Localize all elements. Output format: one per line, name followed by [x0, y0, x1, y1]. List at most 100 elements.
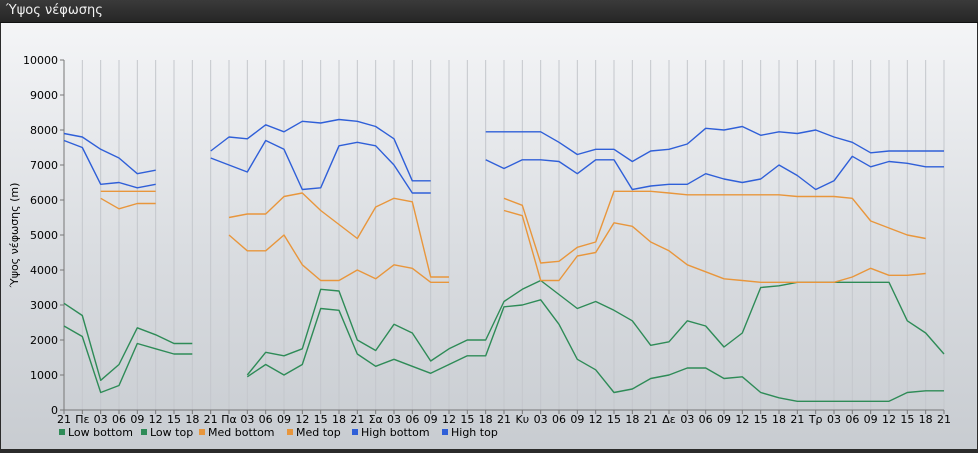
- series-line: [228, 192, 449, 278]
- x-tick-label: 15: [754, 413, 768, 426]
- y-tick-label: 5000: [30, 229, 58, 242]
- x-tick-label: 09: [130, 413, 144, 426]
- x-tick-label: 18: [772, 413, 786, 426]
- x-tick-label: 06: [699, 413, 713, 426]
- y-axis-label: Ύψος νέφωσης (m): [8, 183, 21, 289]
- x-tick-label: Πε: [75, 413, 89, 426]
- series-line: [210, 118, 431, 182]
- title-bar: Ύψος νέφωσης: [0, 0, 978, 23]
- series-line: [63, 139, 156, 189]
- x-tick-label: 21: [497, 413, 511, 426]
- x-tick-label: 06: [845, 413, 859, 426]
- legend-swatch: [352, 429, 358, 435]
- x-tick-label: 15: [607, 413, 621, 426]
- series-med-top: [100, 190, 926, 278]
- x-tick-label: 15: [900, 413, 914, 426]
- y-tick-label: 1000: [30, 369, 58, 382]
- series-line: [485, 155, 944, 191]
- x-tick-label: 21: [204, 413, 218, 426]
- legend: Low bottom Low top Med bottom Med top High b…: [59, 426, 498, 439]
- x-tick-label: Δε: [662, 413, 676, 426]
- y-tick-label: 2000: [30, 334, 58, 347]
- legend-label: Low bottom: [68, 426, 133, 439]
- y-tick-label: 7000: [30, 159, 58, 172]
- x-tick-label: 21: [57, 413, 71, 426]
- x-tick-label: 18: [919, 413, 933, 426]
- x-tick-label: Πα: [221, 413, 237, 426]
- x-tick-label: Τρ: [808, 413, 823, 426]
- x-tick-label: 18: [185, 413, 199, 426]
- x-tick-label: 18: [479, 413, 493, 426]
- x-tick-label: 06: [112, 413, 126, 426]
- x-tick-label: 06: [259, 413, 273, 426]
- x-tick-label: 15: [167, 413, 181, 426]
- x-tick-label: 21: [937, 413, 951, 426]
- y-tick-label: 3000: [30, 299, 58, 312]
- chart-panel: 0 1000 2000 3000 4000 5000 6000 7000 8000 9000 100…: [1, 23, 977, 449]
- x-tick-label: 15: [314, 413, 328, 426]
- window-title: Ύψος νέφωσης: [6, 3, 103, 18]
- x-tick-label: 09: [277, 413, 291, 426]
- x-tick-label: 06: [405, 413, 419, 426]
- series-high-top: [63, 118, 944, 182]
- y-tick-label: 4000: [30, 264, 58, 277]
- x-tick-label: 21: [790, 413, 804, 426]
- legend-swatch: [287, 429, 293, 435]
- x-tick-label: 03: [680, 413, 694, 426]
- series-line: [210, 139, 431, 194]
- x-tick-label: 18: [625, 413, 639, 426]
- series-line: [63, 302, 193, 381]
- grid: [63, 60, 945, 410]
- x-tick-label: 18: [332, 413, 346, 426]
- series-line: [246, 299, 944, 402]
- legend-label: Med bottom: [208, 426, 275, 439]
- series-line: [503, 209, 926, 283]
- series-low-bottom: [63, 299, 944, 402]
- x-tick-label: 12: [442, 413, 456, 426]
- legend-label: High bottom: [361, 426, 430, 439]
- x-tick-label: 09: [864, 413, 878, 426]
- x-tick-label: Κυ: [516, 413, 530, 426]
- x-tick-label: 12: [149, 413, 163, 426]
- x-tick-label: Σα: [369, 413, 383, 426]
- series-line: [63, 132, 156, 175]
- legend-label: High top: [451, 426, 498, 439]
- x-tick-label: 12: [295, 413, 309, 426]
- legend-label: Low top: [150, 426, 193, 439]
- legend-swatch: [442, 429, 448, 435]
- y-tick-label: 10000: [23, 54, 58, 67]
- legend-label: Med top: [296, 426, 341, 439]
- x-tick-label: 12: [589, 413, 603, 426]
- cloud-height-chart: 0 1000 2000 3000 4000 5000 6000 7000 8000 9000 100…: [8, 54, 951, 439]
- x-tick-label: 09: [717, 413, 731, 426]
- x-tick-label: 15: [460, 413, 474, 426]
- series-high-bottom: [63, 139, 944, 194]
- x-tick-label: 21: [644, 413, 658, 426]
- series-lines: [63, 118, 945, 402]
- y-tick-label: 0: [51, 404, 58, 417]
- y-tick-label: 9000: [30, 89, 58, 102]
- x-tick-label: 03: [240, 413, 254, 426]
- series-line: [485, 125, 944, 163]
- legend-swatch: [199, 429, 205, 435]
- x-tick-label: 03: [534, 413, 548, 426]
- series-line: [63, 325, 193, 394]
- x-tick-label: 09: [424, 413, 438, 426]
- x-tick-label: 21: [350, 413, 364, 426]
- x-tick-label: 03: [387, 413, 401, 426]
- x-tick-label: 06: [552, 413, 566, 426]
- legend-swatch: [141, 429, 147, 435]
- x-tick-label: 09: [570, 413, 584, 426]
- series-line: [228, 234, 449, 283]
- series-med-bottom: [100, 197, 926, 283]
- x-tick-label: 12: [882, 413, 896, 426]
- x-tick-label: 03: [94, 413, 108, 426]
- axes: 0 1000 2000 3000 4000 5000 6000 7000 8000 9000 100…: [23, 54, 951, 426]
- series-line: [100, 197, 156, 210]
- y-tick-label: 8000: [30, 124, 58, 137]
- y-tick-label: 6000: [30, 194, 58, 207]
- x-tick-label: 03: [827, 413, 841, 426]
- series-line: [503, 190, 926, 264]
- x-tick-label: 12: [735, 413, 749, 426]
